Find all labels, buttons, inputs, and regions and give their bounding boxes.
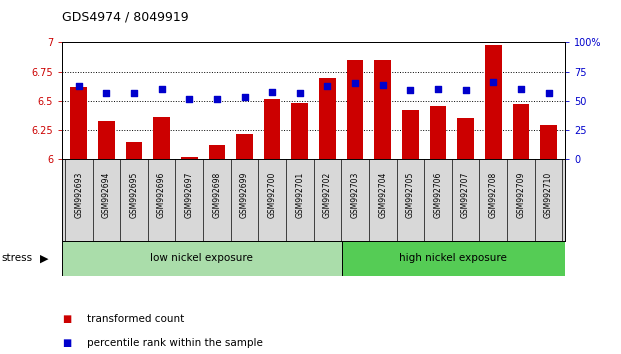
Text: ■: ■ — [62, 314, 71, 324]
Bar — [342, 241, 565, 276]
Bar — [125, 142, 142, 159]
Bar — [457, 118, 474, 159]
Point — [461, 87, 471, 93]
Point — [295, 90, 305, 96]
Text: ▶: ▶ — [40, 253, 49, 263]
Bar — [98, 121, 115, 159]
Bar — [62, 241, 342, 276]
Bar — [512, 104, 529, 159]
Bar — [264, 98, 281, 159]
Text: GSM992708: GSM992708 — [489, 171, 498, 218]
Text: GSM992710: GSM992710 — [544, 171, 553, 218]
Text: GSM992705: GSM992705 — [406, 171, 415, 218]
Bar — [485, 45, 502, 159]
Text: GSM992700: GSM992700 — [268, 171, 276, 218]
Text: percentile rank within the sample: percentile rank within the sample — [87, 338, 263, 348]
Point — [322, 83, 332, 88]
Point — [516, 86, 526, 92]
Text: transformed count: transformed count — [87, 314, 184, 324]
Text: GSM992694: GSM992694 — [102, 171, 111, 218]
Text: low nickel exposure: low nickel exposure — [150, 253, 253, 263]
Point — [129, 90, 139, 96]
Text: GDS4974 / 8049919: GDS4974 / 8049919 — [62, 11, 189, 24]
Text: GSM992702: GSM992702 — [323, 171, 332, 218]
Point — [406, 87, 415, 93]
Point — [184, 96, 194, 101]
Bar — [236, 133, 253, 159]
Bar — [319, 78, 336, 159]
Point — [543, 90, 553, 96]
Text: GSM992697: GSM992697 — [184, 171, 194, 218]
Text: stress: stress — [1, 253, 32, 263]
Point — [267, 89, 277, 95]
Text: GSM992706: GSM992706 — [433, 171, 443, 218]
Text: GSM992699: GSM992699 — [240, 171, 249, 218]
Bar — [347, 60, 363, 159]
Point — [212, 96, 222, 101]
Text: GSM992707: GSM992707 — [461, 171, 470, 218]
Text: GSM992693: GSM992693 — [74, 171, 83, 218]
Text: GSM992696: GSM992696 — [157, 171, 166, 218]
Point — [240, 95, 250, 100]
Point — [156, 86, 166, 92]
Bar — [291, 103, 308, 159]
Text: GSM992695: GSM992695 — [129, 171, 138, 218]
Bar — [70, 87, 87, 159]
Bar — [374, 60, 391, 159]
Text: GSM992698: GSM992698 — [212, 171, 221, 218]
Bar — [209, 145, 225, 159]
Bar — [153, 117, 170, 159]
Text: GSM992704: GSM992704 — [378, 171, 388, 218]
Bar — [402, 110, 419, 159]
Text: GSM992701: GSM992701 — [296, 171, 304, 218]
Text: ■: ■ — [62, 338, 71, 348]
Point — [101, 90, 111, 96]
Point — [74, 83, 84, 88]
Point — [488, 79, 498, 85]
Point — [350, 81, 360, 86]
Point — [378, 82, 388, 87]
Bar — [430, 105, 446, 159]
Bar — [181, 157, 197, 159]
Text: GSM992709: GSM992709 — [517, 171, 525, 218]
Point — [433, 86, 443, 92]
Text: high nickel exposure: high nickel exposure — [399, 253, 507, 263]
Text: GSM992703: GSM992703 — [351, 171, 360, 218]
Bar — [540, 125, 557, 159]
